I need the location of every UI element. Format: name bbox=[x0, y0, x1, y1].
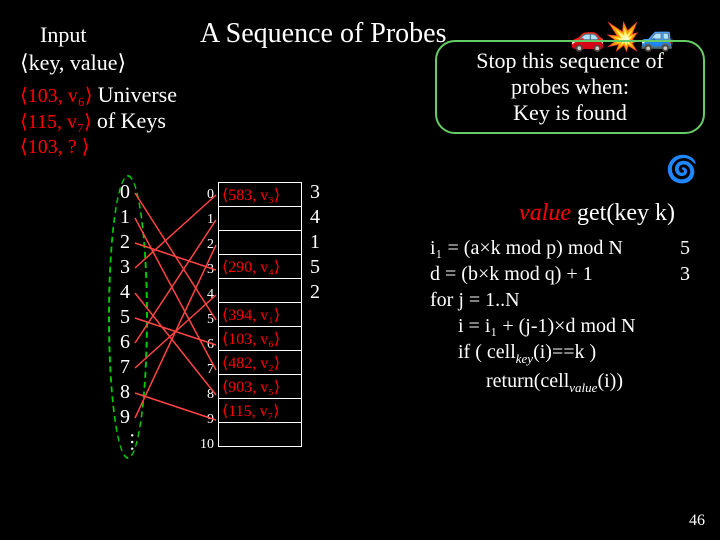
cell-1 bbox=[219, 207, 302, 231]
stop-l3: Key is found bbox=[445, 100, 695, 126]
algo-l1: i₁ = (a×k mod p) mod N bbox=[430, 235, 635, 261]
stop-box: Stop this sequence of probes when: Key i… bbox=[435, 40, 705, 134]
universe-label-0: Universe bbox=[98, 82, 177, 107]
result-2: 3 bbox=[680, 261, 690, 287]
cell-9: ⟨115, v₇⟩ bbox=[219, 399, 302, 423]
func-sig: get(key k) bbox=[577, 200, 675, 226]
algo-l4: i = i₁ + (j-1)×d mod N bbox=[458, 313, 635, 339]
cell-4 bbox=[219, 279, 302, 303]
cell-0: ⟨583, v₃⟩ bbox=[219, 183, 302, 207]
input-pair: ⟨key, value⟩ bbox=[20, 50, 126, 76]
cell-8: ⟨903, v₅⟩ bbox=[219, 375, 302, 399]
func-ret: value bbox=[519, 200, 571, 226]
func-signature: value get(key k) bbox=[519, 200, 675, 227]
cell-6: ⟨103, v₆⟩ bbox=[219, 327, 302, 351]
probe-sequence-column: 3 4 1 5 2 bbox=[310, 180, 320, 305]
input-heading: Input bbox=[40, 22, 86, 48]
slide-title: A Sequence of Probes bbox=[200, 18, 447, 50]
cell-3: ⟨290, v₄⟩ bbox=[219, 255, 302, 279]
algo-l6: return(cellvalue(i)) bbox=[486, 368, 635, 397]
result-col: 5 3 bbox=[680, 235, 690, 287]
vertical-dots: … bbox=[125, 432, 148, 454]
stop-l2: probes when: bbox=[445, 74, 695, 100]
stop-l1: Stop this sequence of bbox=[445, 48, 695, 74]
slide-number: 46 bbox=[689, 512, 705, 530]
cell-2 bbox=[219, 231, 302, 255]
table-index-column: 0 1 2 3 4 5 6 7 8 9 10 bbox=[198, 182, 214, 457]
cell-5: ⟨394, v₁⟩ bbox=[219, 303, 302, 327]
universe-label-1: of Keys bbox=[97, 108, 166, 133]
algorithm: i₁ = (a×k mod p) mod N d = (b×k mod q) +… bbox=[430, 235, 635, 397]
algo-l3: for j = 1..N bbox=[430, 287, 635, 313]
kv-1: ⟨115, v₇⟩ bbox=[20, 111, 92, 133]
kv-2: ⟨103, ? ⟩ bbox=[20, 136, 89, 158]
kv-0: ⟨103, v₆⟩ bbox=[20, 85, 93, 107]
cell-7: ⟨482, v₂⟩ bbox=[219, 351, 302, 375]
swirl-icon: 🌀 bbox=[666, 155, 698, 185]
hash-table: ⟨583, v₃⟩ ⟨290, v₄⟩ ⟨394, v₁⟩ ⟨103, v₆⟩ … bbox=[218, 182, 302, 447]
algo-l2: d = (b×k mod q) + 1 bbox=[430, 261, 635, 287]
input-rows: ⟨103, v₆⟩ Universe ⟨115, v₇⟩ of Keys ⟨10… bbox=[20, 82, 177, 159]
algo-l5: if ( cellkey(i)==k ) bbox=[458, 339, 635, 368]
universe-column: 0 1 2 3 4 5 6 7 8 9 bbox=[120, 180, 130, 430]
cell-10 bbox=[219, 423, 302, 447]
result-1: 5 bbox=[680, 235, 690, 261]
